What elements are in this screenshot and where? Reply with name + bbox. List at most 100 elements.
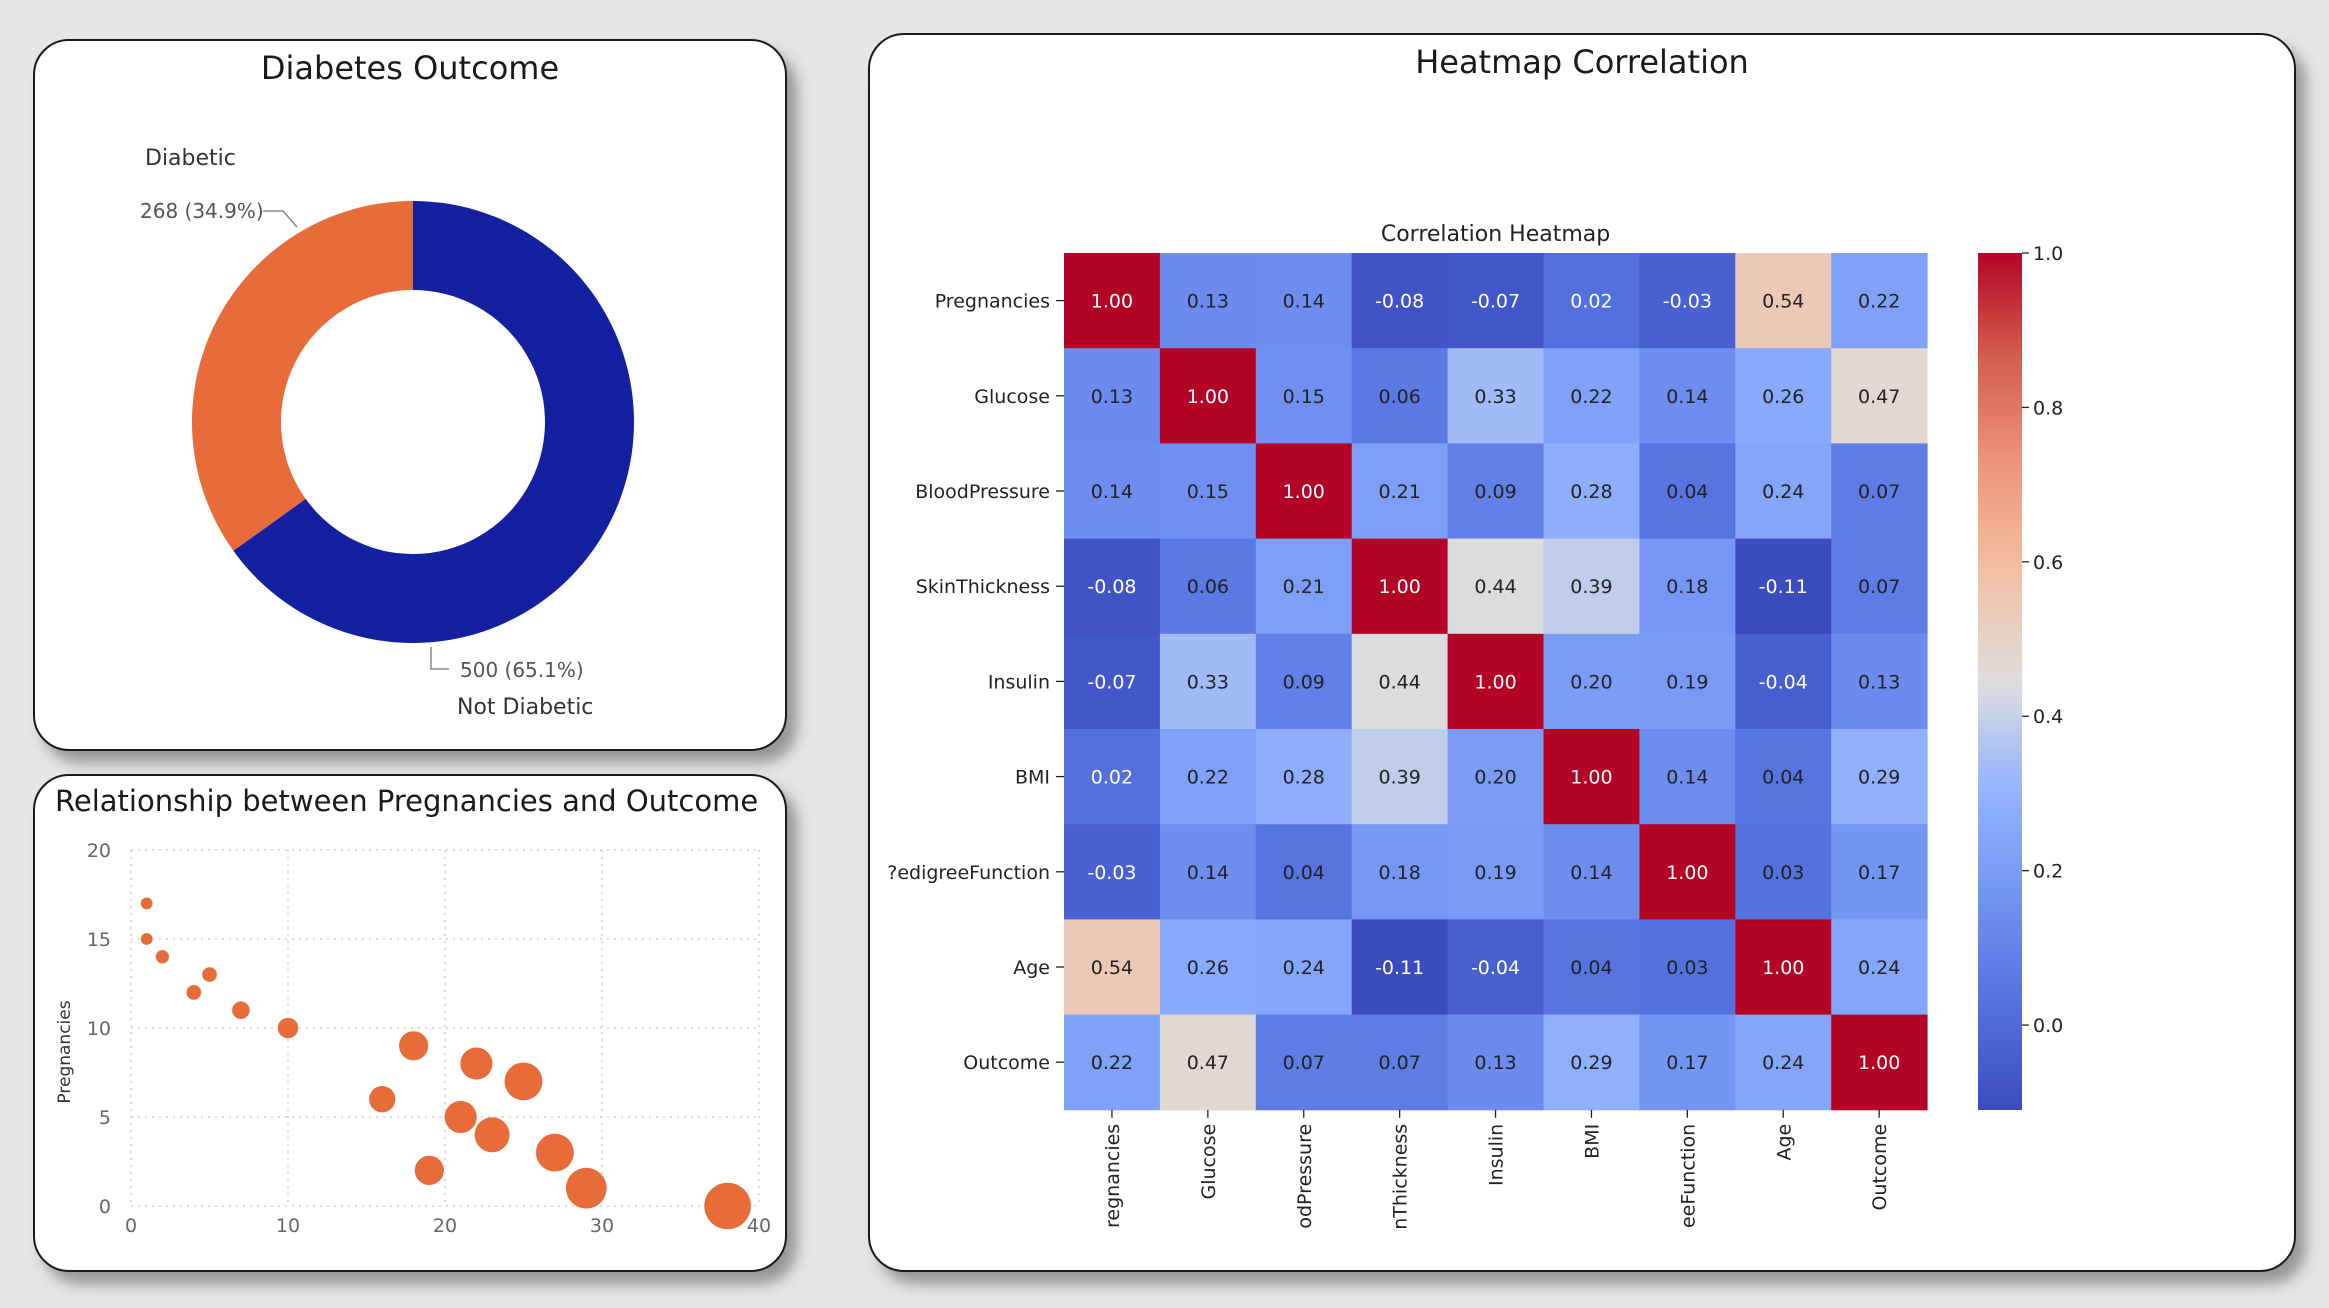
leader-line — [263, 210, 298, 228]
bubble-point — [155, 950, 170, 964]
cell-value-label: -0.03 — [1087, 862, 1136, 884]
colorbar-tick-label: 0.6 — [2033, 552, 2063, 574]
heatmap-cell — [1447, 348, 1544, 444]
cell-value-label: 0.47 — [1858, 386, 1900, 408]
bubble-point — [444, 1100, 477, 1134]
cell-value-label: 0.09 — [1283, 671, 1325, 693]
heatmap-cell — [1351, 729, 1449, 825]
bubble-point — [232, 1001, 250, 1019]
heatmap-cell — [1639, 538, 1736, 635]
row-labels: Pregnancies Glucose BloodPressure SkinThick… — [887, 291, 1050, 1075]
heatmap-cell — [1543, 919, 1640, 1016]
bubble-point — [399, 1031, 429, 1061]
cell-value-label: 0.14 — [1283, 291, 1325, 313]
heatmap-correlation-card: Heatmap Correlation Correlation Heatmap 1… — [868, 33, 2296, 1272]
bubble-point — [704, 1182, 751, 1230]
slice-data-label: 500 (65.1%) — [460, 658, 584, 682]
heatmap-cell — [1735, 729, 1832, 825]
heatmap-cell — [1831, 633, 1928, 730]
cell-value-label: 0.04 — [1666, 481, 1708, 503]
row-label: BloodPressure — [915, 481, 1050, 503]
column-label: Outcome — [1869, 1124, 1891, 1211]
column-label: Age — [1773, 1124, 1795, 1161]
heatmap-cell — [1159, 729, 1257, 825]
cell-value-label: 1.00 — [1570, 767, 1612, 789]
heatmap-cell — [1543, 1014, 1640, 1111]
heatmap-cell — [1064, 824, 1161, 920]
cell-value-label: 0.07 — [1283, 1052, 1325, 1074]
row-label: Outcome — [963, 1052, 1050, 1074]
cell-value-label: 0.39 — [1570, 576, 1612, 598]
heatmap-cell — [1255, 443, 1353, 540]
bubble-point — [414, 1155, 444, 1185]
donut-slice — [233, 201, 634, 643]
heatmap-cell — [1543, 824, 1640, 920]
heatmap-cell — [1543, 538, 1640, 635]
cell-value-label: 0.06 — [1187, 576, 1229, 598]
cell-value-label: 0.04 — [1570, 957, 1612, 979]
heatmap-cell — [1159, 443, 1257, 540]
slice-category-label: Diabetic — [145, 146, 236, 171]
heatmap-cell — [1447, 253, 1544, 349]
cell-value-label: 0.24 — [1762, 1052, 1804, 1074]
cell-value-label: 0.14 — [1666, 386, 1708, 408]
row-label: Insulin — [988, 671, 1050, 693]
column-label: eeFunction — [1677, 1124, 1699, 1228]
cell-value-label: -0.11 — [1759, 576, 1808, 598]
cell-value-label: 0.28 — [1570, 481, 1612, 503]
cell-value-label: 1.00 — [1378, 576, 1420, 598]
heatmap-cell — [1064, 538, 1161, 635]
heatmap-cell — [1255, 538, 1353, 635]
heatmap-cell — [1639, 253, 1736, 349]
heatmap-cell — [1831, 253, 1928, 349]
colorbar-tick-label: 1.0 — [2033, 243, 2063, 265]
cell-value-label: 0.07 — [1378, 1052, 1420, 1074]
heatmap-cell — [1351, 633, 1449, 730]
heatmap-cell — [1351, 443, 1449, 540]
colorbar-tick-label: 0.2 — [2033, 861, 2063, 883]
heatmap-cell — [1735, 919, 1832, 1016]
cell-value-label: 0.29 — [1570, 1052, 1612, 1074]
heatmap-cell — [1639, 348, 1736, 444]
heatmap-cell — [1159, 919, 1257, 1016]
heatmap-cell — [1639, 633, 1736, 730]
cell-value-label: -0.07 — [1471, 291, 1520, 313]
heatmap-cell — [1639, 919, 1736, 1016]
heatmap-cell — [1639, 729, 1736, 825]
cell-value-label: 0.47 — [1187, 1052, 1229, 1074]
row-label: SkinThickness — [916, 576, 1050, 598]
cell-value-label: 0.07 — [1858, 576, 1900, 598]
heatmap-title: Correlation Heatmap — [1381, 222, 1610, 247]
cell-value-label: 0.33 — [1474, 386, 1516, 408]
cell-value-label: 0.24 — [1283, 957, 1325, 979]
heatmap-cell — [1255, 253, 1353, 349]
colorbar-tick-label: 0.4 — [2033, 706, 2063, 728]
heatmap-cell — [1064, 633, 1161, 730]
card-title: Diabetes Outcome — [260, 49, 560, 87]
cell-value-label: 0.14 — [1091, 481, 1133, 503]
column-label: nThickness — [1390, 1124, 1412, 1230]
y-tick-label: 5 — [99, 1107, 111, 1129]
cell-value-label: 0.07 — [1858, 481, 1900, 503]
cell-value-label: 0.18 — [1378, 862, 1420, 884]
cell-value-label: -0.04 — [1471, 957, 1520, 979]
cell-value-label: 0.26 — [1762, 386, 1804, 408]
cell-value-label: 0.39 — [1378, 767, 1420, 789]
heatmap-cell — [1735, 348, 1832, 444]
cell-value-label: 0.18 — [1666, 576, 1708, 598]
heatmap-cell — [1064, 1014, 1161, 1111]
cell-value-label: 0.09 — [1474, 481, 1516, 503]
pregnancies-outcome-card: Relationship between Pregnancies and Out… — [33, 774, 787, 1272]
cell-value-label: 0.44 — [1378, 671, 1420, 693]
cell-value-label: 0.02 — [1570, 291, 1612, 313]
heatmap-cell — [1064, 729, 1161, 825]
heatmap-cell — [1351, 253, 1449, 349]
heatmap-cell — [1735, 824, 1832, 920]
bubble-point — [369, 1086, 396, 1113]
heatmap-cell — [1064, 253, 1161, 349]
cell-value-label: 0.22 — [1091, 1052, 1133, 1074]
bubble-point — [460, 1047, 493, 1080]
heatmap-cell — [1543, 348, 1640, 444]
heatmap-cell — [1255, 919, 1353, 1016]
cell-value-label: 0.33 — [1187, 671, 1229, 693]
